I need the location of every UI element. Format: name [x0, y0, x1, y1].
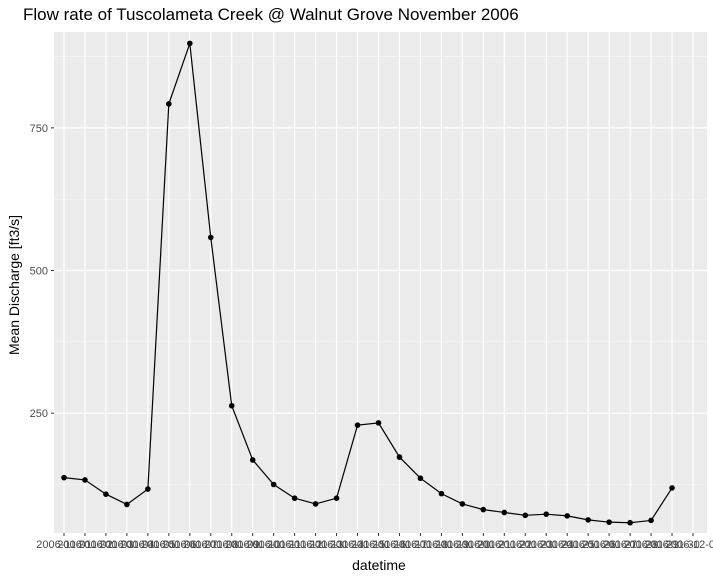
- chart-title: Flow rate of Tuscolameta Creek @ Walnut …: [23, 5, 519, 24]
- x-tick-label: 2006-11-12: [267, 539, 322, 551]
- y-axis: 250 500 750: [30, 123, 54, 420]
- data-point: [228, 402, 235, 409]
- data-point: [375, 420, 382, 426]
- data-point: [354, 422, 361, 428]
- y-tick-label: 250: [30, 408, 48, 420]
- x-tick-label: 2006-11-27: [581, 539, 636, 551]
- x-tick-label: 2006-11-07: [162, 539, 217, 551]
- data-point: [438, 490, 445, 497]
- data-point: [459, 501, 466, 507]
- x-tick-label: 2006-12-01: [665, 539, 713, 551]
- x-tick-label: 2006-11-02: [57, 539, 112, 551]
- data-point: [543, 511, 550, 517]
- data-point: [627, 519, 633, 526]
- data-point: [564, 513, 570, 519]
- data-point: [396, 454, 403, 460]
- x-tick-label: 2006-11-03: [78, 539, 133, 551]
- x-tick-label: 2006-11-08: [183, 539, 238, 551]
- x-tick-label: 2006-11-10: [225, 539, 280, 551]
- data-point: [333, 495, 340, 501]
- y-tick-label: 750: [30, 123, 48, 135]
- x-axis-title: datetime: [352, 557, 406, 573]
- y-axis-title: Mean Discharge [ft3/s]: [6, 215, 22, 355]
- x-tick-label: 2006-11-23: [498, 539, 553, 551]
- series-layer: [61, 40, 675, 526]
- plot-panel: [54, 32, 707, 533]
- x-tick-label: 2006-11-16: [351, 539, 406, 551]
- x-tick-label: 2006-11-25: [539, 539, 594, 551]
- x-tick-label: 2006-11-09: [204, 539, 259, 551]
- x-tick-label: 2006-11-15: [330, 539, 385, 551]
- grid-lines: [54, 32, 707, 533]
- x-tick-label: 2006-11-20: [435, 539, 490, 551]
- data-point: [249, 457, 256, 463]
- data-point: [291, 495, 298, 501]
- data-point: [145, 486, 151, 492]
- x-tick-label: 2006-11-30: [644, 539, 699, 551]
- data-point: [187, 40, 193, 47]
- data-point: [606, 519, 612, 525]
- data-point: [103, 491, 109, 498]
- x-tick-label: 2006-11-22: [477, 539, 532, 551]
- x-tick-label: 2006-11-13: [288, 539, 343, 551]
- x-axis: 2006-11-012006-11-022006-11-032006-11-04…: [36, 533, 713, 551]
- y-tick-label: 500: [30, 266, 48, 278]
- series-line: [63, 43, 673, 524]
- x-tick-label: 2006-11-24: [519, 539, 574, 551]
- data-point: [82, 477, 88, 483]
- x-tick-label: 2006-11-19: [414, 539, 469, 551]
- x-tick-label: 2006-11-14: [309, 539, 364, 551]
- x-tick-label: 2006-11-26: [560, 539, 615, 551]
- data-point: [166, 101, 172, 107]
- data-point: [501, 509, 508, 516]
- x-tick-label: 2006-11-29: [623, 539, 678, 551]
- x-tick-label: 2006-11-04: [99, 539, 154, 551]
- x-tick-label: 2006-11-18: [393, 539, 448, 551]
- x-tick-label: 2006-11-01: [36, 539, 91, 551]
- x-tick-label: 2006-11-11: [246, 539, 301, 551]
- x-tick-label: 2006-11-21: [456, 539, 511, 551]
- x-tick-label: 2006-11-05: [120, 539, 175, 551]
- data-point: [585, 517, 591, 523]
- data-point: [480, 506, 487, 513]
- data-point: [270, 481, 277, 488]
- data-point: [648, 517, 654, 524]
- x-tick-label: 2006-11-06: [141, 539, 196, 551]
- data-point: [124, 501, 130, 508]
- data-point: [669, 485, 675, 491]
- data-point: [312, 501, 319, 507]
- x-tick-label: 2006-11-28: [602, 539, 657, 551]
- data-point: [522, 512, 529, 519]
- x-tick-label: 2006-11-17: [372, 539, 427, 551]
- data-point: [61, 474, 67, 481]
- data-point: [207, 234, 214, 241]
- data-point: [417, 475, 424, 482]
